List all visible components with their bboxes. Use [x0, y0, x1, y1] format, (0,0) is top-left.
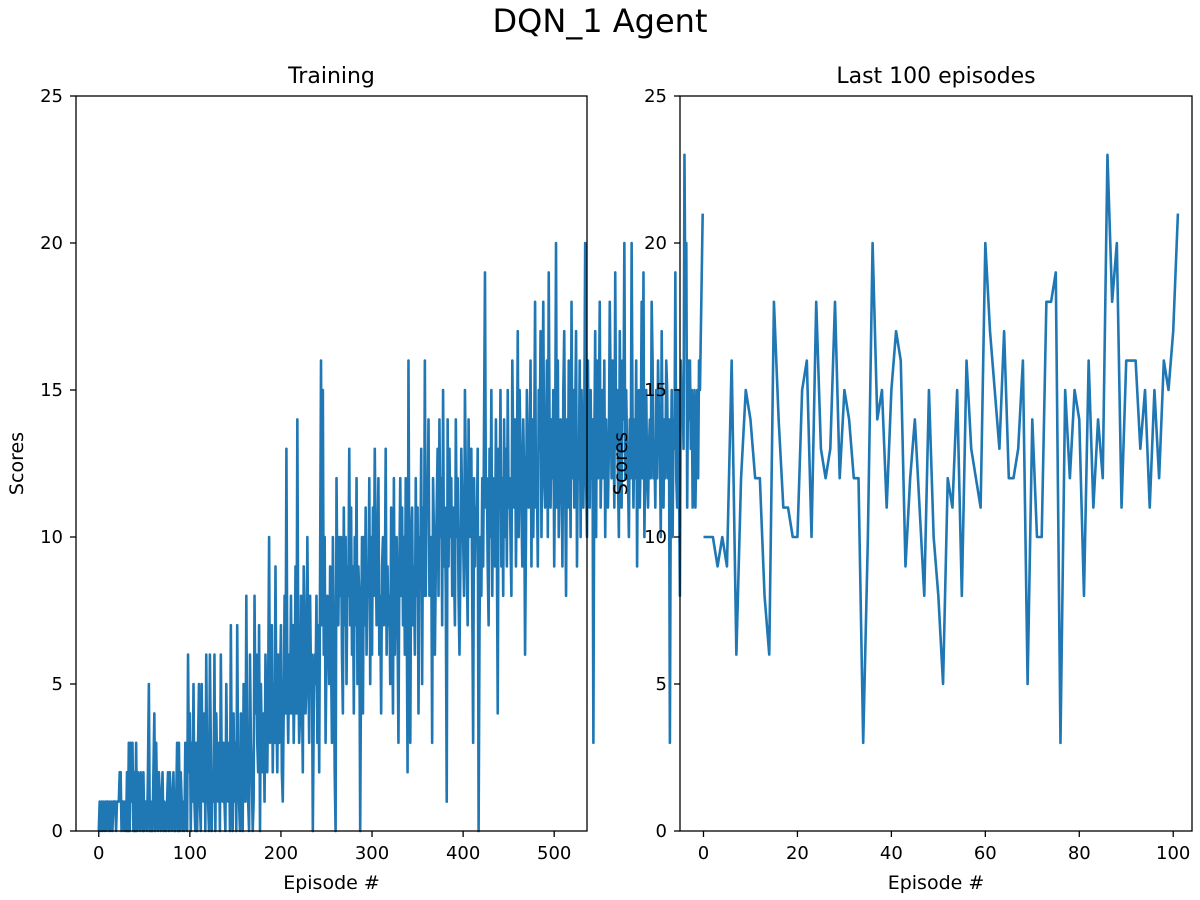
training-y-tick-label: 5	[52, 674, 63, 695]
training-x-tick-label: 500	[537, 843, 571, 864]
training-y-tick-label: 20	[40, 233, 63, 254]
last-100-y-tick-label: 5	[656, 674, 667, 695]
training-y-tick-label: 0	[52, 821, 63, 842]
last-100-y-tick-label: 0	[656, 821, 667, 842]
last-100-y-tick-label: 20	[644, 233, 667, 254]
last-100-y-tick-label: 10	[644, 527, 667, 548]
last-100-y-tick-label: 15	[644, 380, 667, 401]
last-100-axes-frame	[679, 95, 1193, 832]
last-100-x-tick-label: 40	[880, 843, 903, 864]
last-100-y-axis-label: Scores	[610, 432, 632, 495]
training-x-tick-label: 0	[93, 843, 104, 864]
last-100-scores-line	[703, 153, 1180, 745]
training-axes-frame	[75, 95, 588, 832]
last-100-x-tick-label: 100	[1156, 843, 1190, 864]
last-100-x-tick-label: 0	[698, 843, 709, 864]
training-x-tick-label: 400	[446, 843, 480, 864]
training-subplot: 0 100 200 300 400 5000510152025TrainingEpisod…	[6, 64, 704, 894]
last-100-x-tick-label: 80	[1068, 843, 1091, 864]
training-y-tick-label: 15	[40, 380, 63, 401]
last-100-y-tick-label: 25	[644, 86, 667, 107]
training-subplot-title: Training	[287, 64, 375, 89]
last-100-x-tick-label: 20	[786, 843, 809, 864]
training-x-tick-label: 300	[355, 843, 389, 864]
training-y-tick-label: 25	[40, 86, 63, 107]
figure-title: DQN_1 Agent	[492, 2, 708, 40]
training-y-axis-label: Scores	[6, 432, 28, 495]
training-y-tick-label: 10	[40, 527, 63, 548]
last-100-x-tick-label: 60	[974, 843, 997, 864]
training-x-tick-label: 100	[173, 843, 207, 864]
last-100-x-axis-label: Episode #	[888, 872, 985, 894]
training-x-tick-label: 200	[264, 843, 298, 864]
last-100-subplot-title: Last 100 episodes	[836, 64, 1035, 89]
training-scores-line	[97, 153, 704, 833]
training-x-axis-label: Episode #	[283, 872, 380, 894]
last-100-episodes-subplot: 0 20 40 60 80 100 0 5 10 15 20 25 Last 100 episodes E…	[610, 64, 1193, 894]
